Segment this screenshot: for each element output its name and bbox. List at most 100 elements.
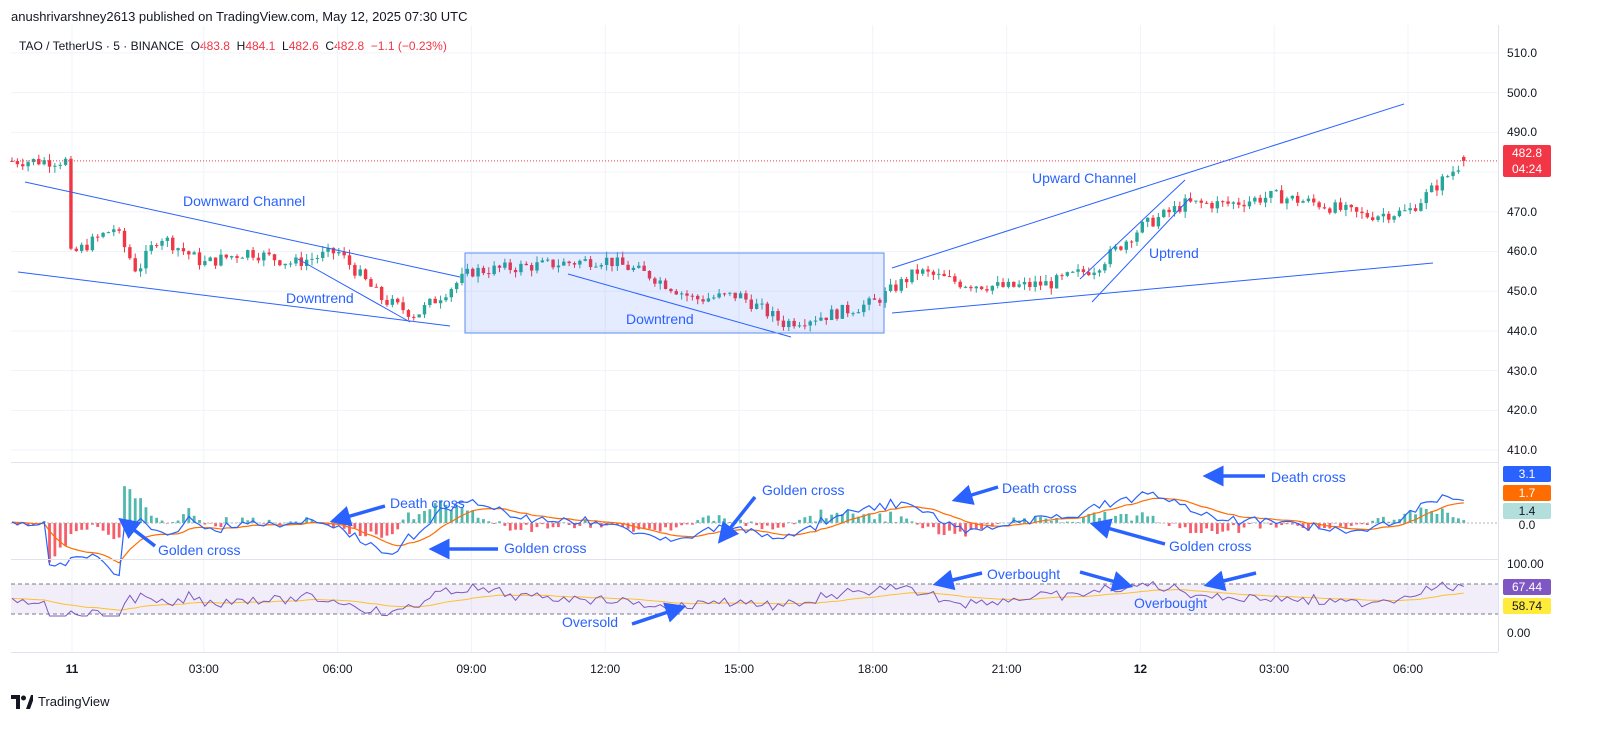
macd-histogram-bar — [669, 523, 673, 531]
macd-histogram-bar — [573, 523, 576, 529]
annotation-arrow — [717, 495, 757, 544]
candle-up — [144, 250, 148, 269]
macd-histogram-bar — [385, 523, 389, 536]
candle-up — [1424, 192, 1428, 204]
candle-up — [1113, 246, 1118, 250]
candle-down — [653, 278, 657, 284]
candle-down — [1081, 269, 1086, 273]
candle-up — [1429, 185, 1434, 193]
candle-down — [567, 261, 571, 264]
candle-up — [1381, 213, 1386, 217]
downtrend-line-1 — [297, 258, 411, 323]
candle-up — [738, 293, 743, 299]
downtrend-line-2 — [567, 273, 792, 338]
macd-histogram-bar — [1055, 517, 1059, 523]
candle-up — [1156, 217, 1161, 227]
candle-down — [272, 254, 277, 261]
annotation-arrow — [1203, 570, 1257, 592]
candle-up — [1392, 216, 1396, 220]
candle-down — [803, 325, 807, 327]
candle-up — [637, 265, 641, 268]
candle-up — [1044, 281, 1048, 286]
candle-down — [1387, 213, 1391, 220]
candle-down — [1328, 208, 1332, 213]
annotation-arrow — [1089, 518, 1166, 546]
candle-down — [197, 252, 202, 266]
macd-histogram-bar — [428, 509, 432, 523]
candle-up — [428, 298, 432, 306]
candle-up — [658, 280, 662, 284]
candle-down — [224, 254, 228, 258]
macd-histogram-bar — [1317, 523, 1321, 529]
macd-histogram-bar — [894, 521, 898, 523]
macd-histogram-bar — [798, 519, 801, 523]
macd-histogram-bar — [1237, 523, 1241, 533]
candle-up — [1306, 198, 1311, 202]
candle-up — [1274, 190, 1278, 192]
macd-histogram-bar — [224, 517, 228, 523]
price-tick-label: 500.0 — [1507, 85, 1538, 100]
candle-up — [1145, 217, 1150, 222]
symbol-name[interactable]: TAO / TetherUS · 5 · BINANCE — [19, 39, 184, 53]
time-tick-label: 09:00 — [456, 662, 487, 676]
candle-up — [1451, 171, 1455, 177]
last-price-tag: 482.8 04:24 — [1503, 145, 1551, 177]
candle-down — [792, 320, 796, 327]
candle-down — [47, 160, 52, 167]
macd-histogram-bar — [1135, 515, 1139, 523]
macd-histogram-bar — [615, 523, 619, 526]
candle-up — [562, 261, 566, 266]
macd-histogram-bar — [401, 519, 405, 523]
macd-histogram-bar — [444, 504, 448, 523]
candle-up — [1247, 201, 1252, 207]
candle-down — [626, 264, 630, 270]
candle-up — [615, 257, 620, 267]
candle-down — [251, 250, 255, 258]
candle-down — [572, 263, 577, 265]
candle-up — [594, 266, 598, 268]
candle-down — [347, 255, 352, 265]
macd-histogram-bar — [980, 523, 984, 530]
macd-histogram-bar — [878, 513, 882, 523]
time-tick-label: 06:00 — [322, 662, 353, 676]
macd-histogram-bar — [819, 509, 823, 523]
macd-histogram-bar — [208, 523, 212, 524]
candle-up — [578, 260, 582, 265]
pane-divider-rsi[interactable] — [11, 559, 1498, 560]
candle-up — [974, 286, 978, 289]
candle-up — [246, 250, 250, 258]
candle-down — [551, 259, 555, 268]
macd-histogram-bar — [808, 515, 812, 523]
macd-histogram-bar — [1049, 520, 1053, 523]
downtrend-label-2: Downtrend — [626, 311, 694, 327]
downward-channel-bottom — [17, 271, 451, 327]
macd-histogram-bar — [482, 519, 485, 523]
macd-histogram-bar — [240, 517, 244, 523]
candle-up — [138, 268, 143, 272]
macd-histogram-bar — [1435, 513, 1439, 523]
tradingview-footer[interactable]: TradingView — [11, 694, 110, 709]
macd-histogram-bar — [867, 513, 871, 523]
time-tick-label: 03:00 — [1259, 662, 1290, 676]
macd-histogram-bar — [937, 523, 941, 535]
candle-up — [1017, 284, 1021, 287]
macd-histogram-bar — [1194, 523, 1198, 533]
macd-histogram-bar — [380, 523, 384, 538]
annotation-arrow — [932, 569, 983, 591]
candle-down — [1258, 197, 1262, 203]
candle-down — [374, 286, 378, 288]
macd-histogram-bar — [48, 523, 51, 563]
macd-histogram-bar — [1124, 513, 1128, 523]
candle-up — [867, 298, 871, 305]
candle-up — [1344, 204, 1348, 210]
macd-histogram-bar — [958, 523, 962, 532]
open-value: 483.8 — [199, 39, 230, 53]
pane-divider-macd[interactable] — [11, 462, 1498, 463]
candle-up — [1140, 221, 1145, 233]
candle-down — [133, 258, 137, 272]
candle-down — [979, 286, 984, 290]
macd-histogram-bar — [1253, 522, 1257, 523]
macd-histogram-bar — [1355, 523, 1359, 525]
rsi-line — [11, 580, 1464, 617]
